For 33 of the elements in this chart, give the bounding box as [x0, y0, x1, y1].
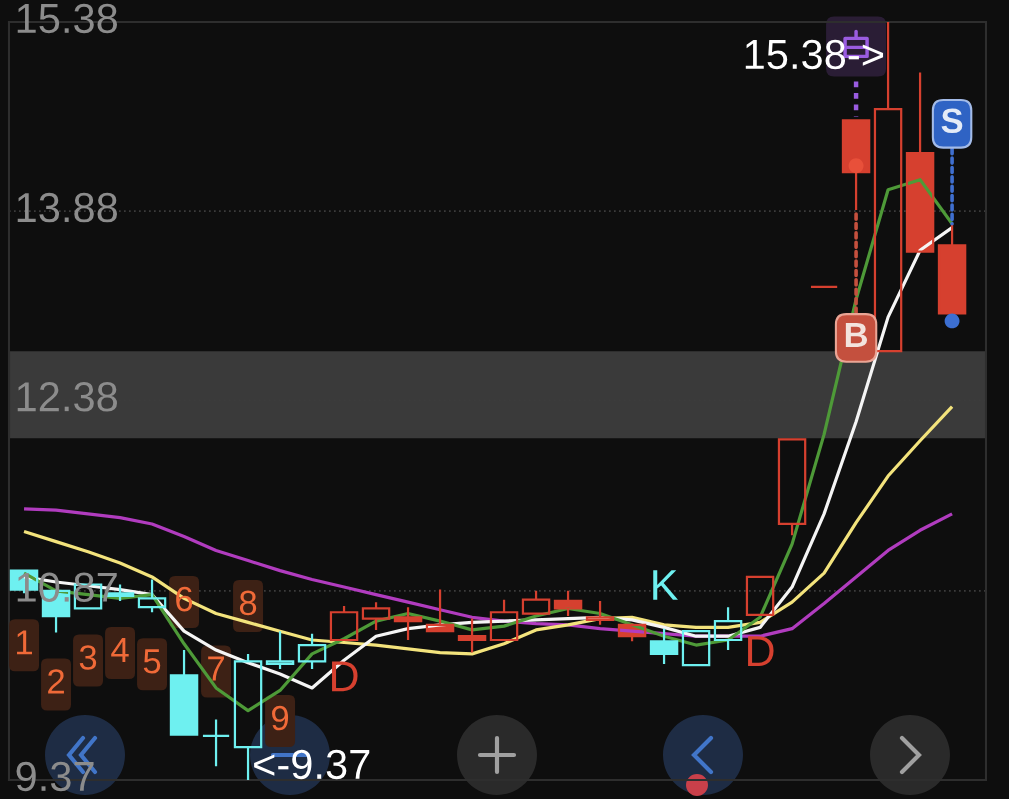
- annotation: K: [653, 570, 678, 600]
- y-tick-label: 12.38: [17, 382, 118, 412]
- annotation: 2: [48, 669, 64, 694]
- annotation: D: [332, 661, 358, 692]
- candlestick: [809, 285, 839, 288]
- annotation: S: [941, 108, 963, 134]
- y-tick-label: 10.87: [17, 572, 117, 602]
- annotation: <-9.37: [254, 749, 370, 780]
- candlestick: [137, 578, 167, 614]
- candlestick: [297, 632, 327, 671]
- candlestick: [265, 630, 295, 671]
- candlestick: [329, 604, 359, 642]
- candlestick: [681, 630, 711, 667]
- annotation: 8: [239, 590, 257, 616]
- annotation: 5: [143, 649, 161, 674]
- candlestick: [521, 589, 551, 615]
- candlestick: [777, 438, 807, 537]
- annotation: 15.38->: [745, 39, 884, 70]
- annotation: 9: [272, 705, 289, 731]
- candlestick: [201, 718, 231, 768]
- y-tick-label: 9.37: [16, 761, 94, 792]
- annotation: 1: [17, 630, 32, 655]
- annotation: 4: [111, 638, 129, 662]
- annotation: B: [845, 323, 868, 347]
- candlestick: [489, 598, 519, 642]
- y-tick-label: 15.38: [17, 3, 118, 34]
- y-tick-label: 13.88: [17, 192, 118, 223]
- candlestick: [713, 606, 743, 652]
- annotation: 3: [79, 645, 97, 670]
- candlestick: [745, 575, 775, 616]
- annotation: 7: [208, 656, 224, 681]
- annotation: D: [748, 636, 774, 666]
- candlestick: [361, 601, 391, 632]
